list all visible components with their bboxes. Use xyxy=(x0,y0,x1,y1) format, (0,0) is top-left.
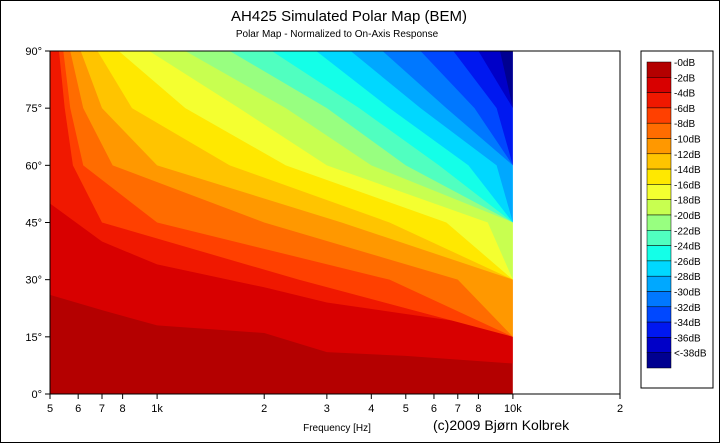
legend-label: -20dB xyxy=(674,211,701,222)
legend-swatch xyxy=(646,245,672,262)
legend-swatch xyxy=(646,184,672,200)
legend-swatch xyxy=(646,168,672,185)
legend-swatch xyxy=(646,321,672,338)
legend-label: -36dB xyxy=(674,333,701,344)
legend-label: -28dB xyxy=(674,272,701,283)
x-tick-label: 8 xyxy=(475,403,481,415)
legend-label: <-38dB xyxy=(674,349,707,360)
legend-swatch xyxy=(646,122,672,139)
legend-swatch xyxy=(646,92,672,109)
x-tick-label: 5 xyxy=(403,403,409,415)
legend-swatch xyxy=(646,77,672,93)
legend-label: -24dB xyxy=(674,242,701,253)
legend-label: -30dB xyxy=(674,288,701,299)
legend-label: -8dB xyxy=(674,119,695,130)
legend-swatch xyxy=(646,352,672,369)
contour-fill-layer xyxy=(50,51,620,394)
legend-label: -14dB xyxy=(674,165,701,176)
x-tick-label: 6 xyxy=(431,403,437,415)
legend-swatch xyxy=(646,306,672,323)
y-tick-label: 15° xyxy=(25,332,42,344)
y-tick-label: 45° xyxy=(25,218,42,230)
band-minus30db xyxy=(382,51,513,337)
legend-label: -10dB xyxy=(674,135,701,146)
legend-label: -4dB xyxy=(674,89,695,100)
legend-swatch xyxy=(646,337,672,353)
y-tick-label: 60° xyxy=(25,160,42,172)
copyright-text: (c)2009 Bjørn Kolbrek xyxy=(433,417,570,433)
legend-label: -34dB xyxy=(674,318,701,329)
plot-area xyxy=(49,50,621,395)
legend-items: -0dB -2dB -4dB -6dB -8dB -10dB -12dB -14dB -16dB… xyxy=(646,58,707,369)
x-axis-label: Frequency [Hz] xyxy=(303,423,371,434)
x-axis: 5 6 7 8 1k 2 3 4 5 6 7 8 10k 2 xyxy=(47,394,623,415)
legend-swatch xyxy=(646,138,672,155)
legend-label: -0dB xyxy=(674,58,695,69)
legend-swatch xyxy=(646,260,672,277)
legend-swatch xyxy=(646,199,672,216)
x-tick-label: 7 xyxy=(455,403,461,415)
x-tick-label: 7 xyxy=(99,403,105,415)
x-tick-label: 8 xyxy=(120,403,126,415)
legend: -0dB -2dB -4dB -6dB -8dB -10dB -12dB -14dB -16dB… xyxy=(640,50,714,389)
x-tick-label: 5 xyxy=(47,403,53,415)
y-tick-label: 75° xyxy=(25,103,42,115)
legend-label: -12dB xyxy=(674,150,701,161)
x-tick-label: 1k xyxy=(151,403,163,415)
y-tick-label: 30° xyxy=(25,275,42,287)
legend-swatch xyxy=(646,230,672,246)
x-tick-label: 10k xyxy=(504,403,522,415)
no-data-region xyxy=(512,51,620,394)
legend-swatch xyxy=(646,291,672,308)
x-tick-label: 2 xyxy=(261,403,267,415)
legend-label: -2dB xyxy=(674,73,695,84)
legend-label: -16dB xyxy=(674,180,701,191)
legend-label: -18dB xyxy=(674,196,701,207)
x-tick-label: 4 xyxy=(368,403,374,415)
legend-swatch xyxy=(646,153,672,170)
legend-swatch xyxy=(646,214,672,231)
x-tick-label: 3 xyxy=(324,403,330,415)
legend-label: -6dB xyxy=(674,104,695,115)
legend-label: -26dB xyxy=(674,257,701,268)
legend-swatch xyxy=(646,107,672,124)
legend-label: -32dB xyxy=(674,303,701,314)
y-tick-label: 0° xyxy=(31,389,42,401)
chart-title: AH425 Simulated Polar Map (BEM) xyxy=(231,8,467,25)
chart-subtitle: Polar Map - Normalized to On-Axis Respon… xyxy=(236,29,439,40)
x-tick-label: 2 xyxy=(617,403,623,415)
legend-label: -22dB xyxy=(674,226,701,237)
y-axis: 0° 15° 30° 45° 60° 75° 90° xyxy=(25,46,50,401)
x-tick-label: 6 xyxy=(75,403,81,415)
band-minus32db xyxy=(420,51,513,337)
band-minus38db xyxy=(500,51,513,337)
legend-swatch xyxy=(646,61,672,78)
legend-swatch xyxy=(646,275,672,292)
y-tick-label: 90° xyxy=(25,46,42,58)
